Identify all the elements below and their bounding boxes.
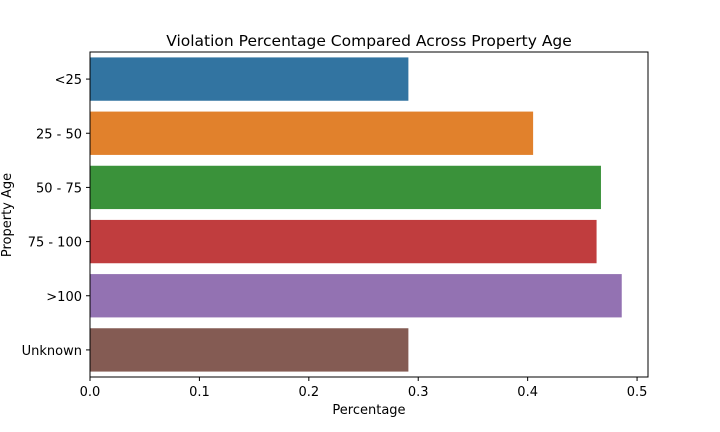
x-tick-label: 0.4 [517,385,538,400]
y-axis-label: Property Age [0,173,15,257]
y-tick-label: <25 [55,73,82,88]
y-axis-ticks: <25 25 - 50 50 - 75 75 - 100 >100 Unknown [22,73,90,359]
bar [90,57,409,101]
bar [90,274,622,318]
plot-frame [89,51,649,378]
bars-group [90,57,622,372]
x-tick-label: 0.0 [80,385,101,400]
y-tick-label: >100 [46,290,82,305]
bar [90,111,534,155]
bar [90,165,601,210]
bar [90,219,597,264]
bar [90,328,409,372]
y-tick-label: 75 - 100 [28,236,82,251]
x-tick-label: 0.1 [189,385,210,400]
y-tick-label: 25 - 50 [36,127,82,142]
chart-title: Violation Percentage Compared Across Pro… [166,32,572,50]
x-tick-label: 0.2 [298,385,319,400]
x-axis-label: Percentage [332,403,405,418]
y-tick-label: Unknown [22,344,82,359]
x-tick-label: 0.5 [627,385,648,400]
x-tick-label: 0.3 [408,385,429,400]
x-axis-ticks: 0.0 0.1 0.2 0.3 0.4 0.5 [80,377,648,400]
y-tick-label: 50 - 75 [36,181,82,196]
